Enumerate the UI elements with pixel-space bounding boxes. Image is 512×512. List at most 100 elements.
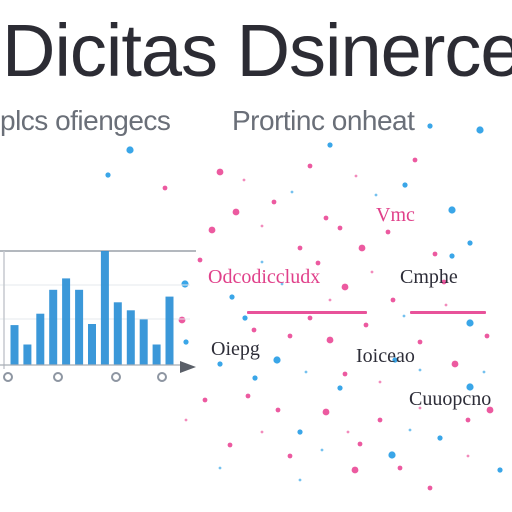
particle-pink-11: [441, 279, 447, 285]
chart-tick-3: [157, 372, 167, 382]
pink-divider-right: [410, 311, 486, 314]
particle-blue-21: [388, 451, 396, 459]
particle-pink-24: [451, 360, 459, 368]
particle-pink-14: [297, 245, 303, 251]
particle-tiny-5: [280, 282, 284, 286]
particle-tiny-2: [354, 174, 358, 178]
particle-blue-5: [402, 182, 408, 188]
subtitle: plcs ofiengecs Prortinc onheat: [0, 105, 415, 137]
particle-blue-23: [252, 375, 258, 381]
particle-blue-2: [327, 142, 333, 148]
particle-pink-40: [178, 316, 186, 324]
particle-blue-11: [242, 315, 248, 321]
particle-blue-19: [437, 435, 443, 441]
particle-pink-15: [315, 260, 321, 266]
particle-blue-0: [476, 126, 484, 134]
particle-blue-13: [183, 339, 189, 345]
particle-pink-16: [341, 283, 349, 291]
particle-tiny-16: [466, 454, 470, 458]
subtitle-right: Prortinc onheat: [232, 105, 415, 136]
particle-pink-18: [287, 333, 293, 339]
particle-blue-4: [105, 172, 111, 178]
particle-blue-6: [448, 206, 456, 214]
particle-blue-1: [427, 123, 433, 129]
particle-tiny-0: [242, 178, 246, 182]
label-odcodiccludx: Odcodiccludx: [208, 266, 321, 288]
particle-pink-37: [202, 397, 208, 403]
particle-tiny-10: [378, 380, 382, 384]
particle-pink-25: [484, 333, 490, 339]
particle-tiny-4: [260, 224, 264, 228]
particle-pink-26: [245, 393, 251, 399]
chart-bar-0: [10, 325, 19, 365]
particle-pink-17: [251, 327, 257, 333]
particle-tiny-14: [346, 430, 350, 434]
particle-pink-9: [385, 229, 391, 235]
particle-blue-20: [297, 429, 303, 435]
particle-blue-7: [467, 240, 473, 246]
particle-blue-14: [217, 361, 223, 367]
particle-blue-15: [273, 356, 281, 364]
particle-blue-9: [181, 280, 189, 288]
chart-bar-7: [100, 251, 109, 365]
particle-pink-29: [357, 441, 363, 447]
particle-pink-1: [307, 163, 313, 169]
chart-bar-4: [62, 278, 71, 365]
particle-pink-2: [412, 157, 418, 163]
particle-tiny-23: [260, 260, 264, 264]
particle-pink-8: [358, 244, 366, 252]
label-ioiceao: Ioiceao: [356, 345, 415, 367]
particle-tiny-20: [418, 406, 422, 410]
label-vmc: Vmc: [376, 204, 415, 226]
particle-tiny-6: [328, 298, 332, 302]
particle-pink-31: [427, 485, 433, 491]
particle-pink-21: [363, 322, 369, 328]
particle-pink-35: [465, 417, 471, 423]
particle-tiny-9: [304, 370, 308, 374]
particle-tiny-7: [402, 314, 406, 318]
particle-pink-32: [351, 466, 359, 474]
chart-bar-6: [88, 324, 96, 365]
chart-bar-8: [113, 302, 122, 365]
chart-bar-1: [23, 344, 32, 365]
particle-tiny-11: [418, 368, 422, 372]
chart-tick-1: [53, 372, 63, 382]
page-title: Dicitas Dsinerce: [2, 9, 512, 92]
particle-pink-3: [162, 185, 168, 191]
particle-pink-5: [271, 199, 277, 205]
particle-tiny-12: [260, 430, 264, 434]
particle-tiny-17: [218, 466, 222, 470]
particle-blue-18: [466, 383, 474, 391]
bar-chart: [0, 250, 196, 382]
particle-pink-22: [390, 297, 396, 303]
particle-pink-19: [307, 315, 313, 321]
particle-blue-12: [466, 319, 474, 327]
particle-blue-16: [337, 385, 343, 391]
chart-bar-9: [126, 310, 135, 365]
particle-pink-10: [432, 251, 438, 257]
chart-arrow: [180, 361, 196, 373]
particle-pink-0: [216, 168, 224, 176]
particle-blue-8: [449, 253, 455, 259]
particle-pink-28: [322, 408, 330, 416]
particle-tiny-1: [290, 190, 294, 194]
chart-bar-12: [165, 296, 174, 365]
particle-pink-12: [208, 226, 216, 234]
particle-blue-3: [126, 146, 134, 154]
particle-pink-13: [197, 257, 203, 263]
particle-tiny-15: [408, 428, 412, 432]
particle-pink-20: [326, 336, 334, 344]
particle-blue-10: [229, 294, 235, 300]
chart-tick-0: [3, 372, 13, 382]
particle-tiny-13: [320, 448, 324, 452]
particle-pink-30: [397, 465, 403, 471]
chart-tick-2: [111, 372, 121, 382]
particle-pink-4: [232, 208, 240, 216]
particle-blue-22: [497, 467, 503, 473]
subtitle-left: plcs ofiengecs: [0, 105, 171, 136]
particle-tiny-19: [298, 478, 302, 482]
particle-pink-6: [323, 215, 329, 221]
particle-tiny-18: [184, 418, 188, 422]
